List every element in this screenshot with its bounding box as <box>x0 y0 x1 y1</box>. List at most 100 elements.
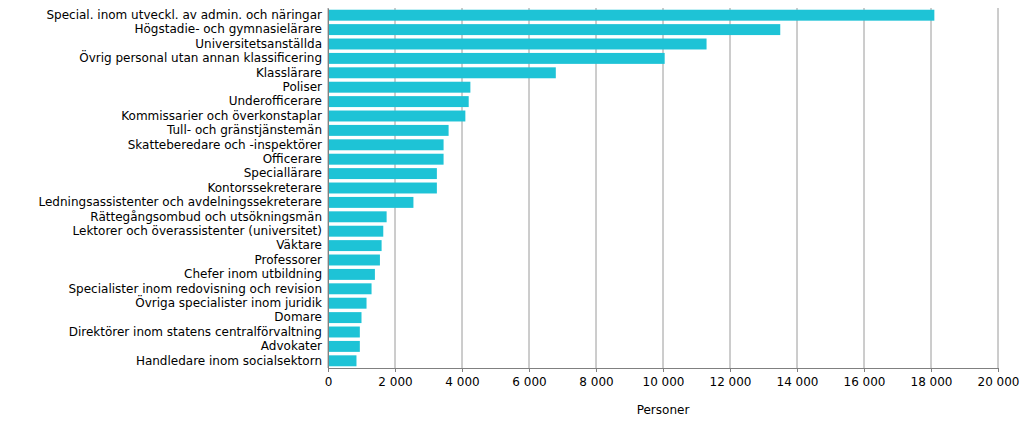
bar <box>328 82 470 93</box>
chart: 0 2 000 4 000 6 000 8 000 10 000 12 000 14 000 1… <box>0 0 1024 422</box>
category-label: Tull- och gränstjänstemän <box>166 123 322 137</box>
category-label: Lektorer och överassistenter (universite… <box>73 224 322 238</box>
tick: Speciallärare <box>244 166 322 180</box>
tick-label: 16 000 <box>844 375 886 389</box>
category-label: Kommissarier och överkonstaplar <box>121 109 322 123</box>
grid-line <box>864 8 865 368</box>
tick: 14 000 <box>777 368 819 389</box>
bar <box>328 327 360 338</box>
tick: Rättegångsombud och utsökningsmän <box>90 210 322 224</box>
tick: 6 000 <box>512 368 546 389</box>
tick: Väktare <box>276 238 322 252</box>
category-label: Special. inom utveckl. av admin. och när… <box>46 8 322 22</box>
category-label: Officerare <box>263 152 322 166</box>
tick-label: 10 000 <box>643 375 685 389</box>
grid-line <box>931 8 932 368</box>
tick-label: 2 000 <box>378 375 412 389</box>
tick: Skatteberedare och -inspektörer <box>128 138 322 152</box>
tick-label: 6 000 <box>512 375 546 389</box>
tick-mark <box>663 368 664 372</box>
tick: 4 000 <box>445 368 479 389</box>
y-axis: Special. inom utveckl. av admin. och när… <box>39 8 329 368</box>
tick: Specialister inom redovisning och revisi… <box>69 282 323 296</box>
grid-line <box>328 8 329 368</box>
tick-mark <box>730 368 731 372</box>
tick: Övrig personal utan annan klassificering <box>79 49 322 65</box>
tick: Underofficerare <box>229 94 322 108</box>
tick: 12 000 <box>710 368 752 389</box>
tick: 8 000 <box>579 368 613 389</box>
category-label: Övriga specialister inom juridik <box>135 294 322 310</box>
tick-label: 12 000 <box>710 375 752 389</box>
tick-mark <box>797 368 798 372</box>
tick: Kontorssekreterare <box>207 181 322 195</box>
tick-mark <box>596 368 597 372</box>
bar <box>328 168 437 179</box>
bar <box>328 283 372 294</box>
tick: 10 000 <box>643 368 685 389</box>
category-label: Domare <box>274 310 322 324</box>
bar <box>328 183 437 194</box>
category-label: Väktare <box>276 238 322 252</box>
tick: Poliser <box>283 80 322 94</box>
bars <box>328 10 934 367</box>
bar <box>328 125 449 136</box>
category-label: Poliser <box>283 80 322 94</box>
category-label: Advokater <box>261 339 322 353</box>
tick: Chefer inom utbildning <box>184 267 322 281</box>
tick: Högstadie- och gymnasielärare <box>135 22 323 36</box>
bar <box>328 341 360 352</box>
bar <box>328 10 934 21</box>
plot: 0 2 000 4 000 6 000 8 000 10 000 12 000 14 000 1… <box>39 8 1020 389</box>
bar <box>328 96 469 107</box>
tick-label: 4 000 <box>445 375 479 389</box>
tick: 2 000 <box>378 368 412 389</box>
category-label: Kontorssekreterare <box>207 181 322 195</box>
tick-label: 0 <box>325 375 333 389</box>
tick-mark <box>462 368 463 372</box>
tick: Direktörer inom statens centralförvaltni… <box>69 325 322 339</box>
tick: Officerare <box>263 152 322 166</box>
axis-title: Personer <box>637 403 690 417</box>
tick: Professorer <box>255 253 323 267</box>
tick: Kommissarier och överkonstaplar <box>121 109 322 123</box>
tick: 0 <box>325 368 333 389</box>
bar <box>328 67 556 78</box>
axis-line <box>328 9 329 369</box>
tick: Tull- och gränstjänstemän <box>166 123 322 137</box>
tick: Övriga specialister inom juridik <box>135 294 322 310</box>
category-label: Högstadie- och gymnasielärare <box>135 22 323 36</box>
bar <box>328 111 465 122</box>
tick: 16 000 <box>844 368 886 389</box>
tick: Klasslärare <box>256 66 322 80</box>
category-label: Specialister inom redovisning och revisi… <box>69 282 323 296</box>
tick-label: 14 000 <box>777 375 819 389</box>
category-label: Chefer inom utbildning <box>184 267 322 281</box>
tick-mark <box>328 368 329 372</box>
bar <box>328 139 444 150</box>
category-label: Handledare inom socialsektorn <box>136 354 322 368</box>
tick: Handledare inom socialsektorn <box>136 354 322 368</box>
category-label: Direktörer inom statens centralförvaltni… <box>69 325 322 339</box>
grid-line <box>797 8 798 368</box>
x-axis: 0 2 000 4 000 6 000 8 000 10 000 12 000 14 000 1… <box>325 368 1020 389</box>
axis-line <box>329 369 999 373</box>
bar <box>328 226 383 237</box>
tick: Domare <box>274 310 322 324</box>
bar <box>328 355 356 366</box>
category-label: Övrig personal utan annan klassificering <box>79 49 322 65</box>
bar <box>328 154 444 165</box>
category-label: Skatteberedare och -inspektörer <box>128 138 322 152</box>
category-label: Ledningsassistenter och avdelningssekret… <box>39 195 323 209</box>
category-label: Professorer <box>255 253 323 267</box>
tick: Lektorer och överassistenter (universite… <box>73 224 322 238</box>
bar <box>328 269 375 280</box>
tick-mark <box>529 368 530 372</box>
bar <box>328 39 707 50</box>
tick-label: 20 000 <box>978 375 1020 389</box>
grid-line <box>998 8 999 368</box>
category-label: Klasslärare <box>256 66 322 80</box>
bar <box>328 211 387 222</box>
bar <box>328 53 665 64</box>
tick-mark <box>998 368 999 372</box>
